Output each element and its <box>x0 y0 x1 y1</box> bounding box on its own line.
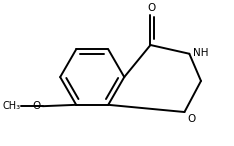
Text: NH: NH <box>193 48 209 58</box>
Text: O: O <box>33 101 41 111</box>
Text: CH₃: CH₃ <box>2 101 20 111</box>
Text: O: O <box>187 114 196 124</box>
Text: O: O <box>147 3 156 13</box>
